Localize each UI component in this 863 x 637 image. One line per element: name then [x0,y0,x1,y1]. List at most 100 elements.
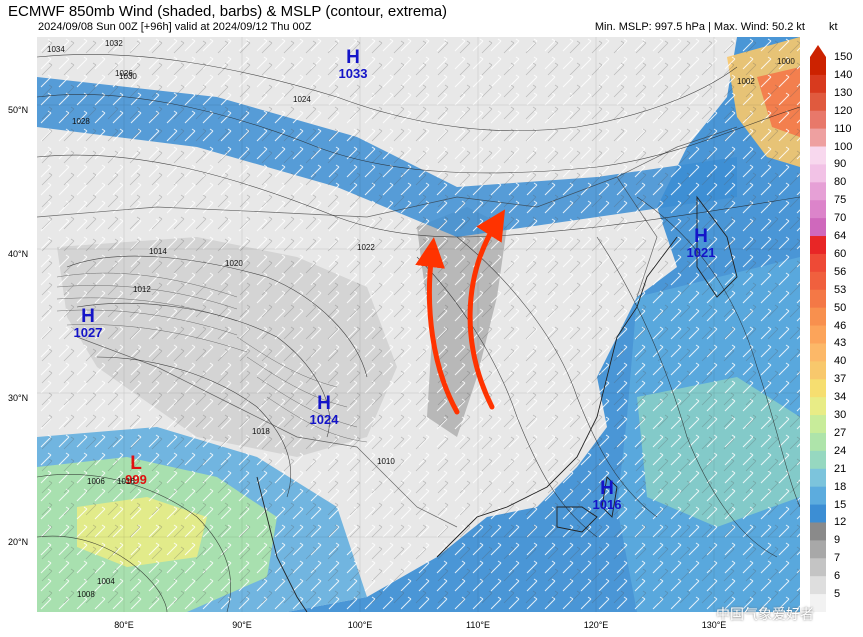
lat-label-50n: 50°N [8,105,29,115]
colorbar-segment [810,468,826,488]
map-canvas [37,37,800,612]
colorbar-tick-label: 15 [834,498,847,511]
colorbar-segment [810,307,826,327]
country-borders [37,126,738,528]
colorbar-segment [810,128,826,148]
coastline [256,195,738,612]
colorbar-segment [810,594,826,612]
weather-map: H 1033 H 1021 H 1027 H 1024 L 999 H 1016… [37,37,800,612]
chart-title: ECMWF 850mb Wind (shaded, barbs) & MSLP … [8,3,448,20]
colorbar-tick-label: 40 [834,355,847,368]
colorbar-tick-label: 21 [834,462,847,475]
colorbar-segment [810,110,826,130]
colorbar-tick-label: 90 [834,158,847,171]
isobar-label: 1028 [72,117,90,126]
colorbar-tick-label: 100 [834,140,853,153]
lon-label-100e: 100°E [347,620,373,630]
colorbar-segment [810,325,826,344]
lon-label-80e: 80°E [114,620,134,630]
colorbar-tick-label: 27 [834,426,847,439]
colorbar-tick-label: 7 [834,552,841,565]
colorbar-segment [810,432,826,452]
colorbar-segment [810,379,826,398]
lat-label-20n: 20°N [8,537,29,547]
colorbar-segment [810,74,826,94]
isobar-label: 1010 [377,457,395,466]
pressure-center-high-4: H 1024 [309,393,339,427]
colorbar-tick-label: 120 [834,104,853,117]
colorbar-tick-label: 140 [834,68,853,81]
colorbar-segment [810,504,826,523]
colorbar-segment [810,576,826,595]
pressure-center-high-2: H 1021 [686,226,716,260]
colorbar-tick-label: 12 [834,516,847,529]
colorbar-tick-label: 50 [834,301,847,314]
colorbar-tick-label: 34 [834,391,847,404]
isobar-label: 1022 [357,243,375,252]
isobar-label: 1016 [117,477,135,486]
colorbar-segment [810,415,826,434]
annotation-arrow-left [415,237,460,415]
lon-label-120e: 120°E [583,620,609,630]
colorbar-tick-label: 64 [834,230,847,243]
colorbar-segment [810,522,826,541]
run-info: 2024/09/08 Sun 00Z [+96h] valid at 2024/… [38,21,312,33]
isobar-label: 1002 [737,77,755,86]
lat-label-30n: 30°N [8,393,29,403]
colorbar-tick-label: 9 [834,534,841,547]
colorbar-segment [810,343,826,362]
watermark: 中国气象爱好者 [716,606,814,622]
colorbar-tick-label: 130 [834,86,853,99]
isobar-label: 1006 [87,477,105,486]
isobar-label: 1032 [105,39,123,48]
lon-label-110e: 110°E [466,620,490,630]
isobar-label: 1030 [119,72,137,81]
annotation-arrows [415,209,506,415]
colorbar-tick-label: 150 [834,51,853,63]
isobar-label: 1020 [225,259,243,268]
annotation-arrow-right [467,209,506,410]
pressure-center-low: L 999 [125,453,147,487]
isobar-label: 1018 [252,427,270,436]
colorbar-tick-label: 80 [834,176,847,189]
colorbar-tick-label: 56 [834,265,847,278]
graticule [37,37,800,612]
colorbar-segment [810,397,826,416]
colorbar-segment [810,271,826,291]
colorbar-segment [810,450,826,470]
colorbar-segment [810,558,826,577]
colorbar-unit: kt [829,21,838,33]
colorbar-tick-label: 70 [834,212,847,225]
colorbar-tick-label: 18 [834,480,847,493]
colorbar-tick-label: 30 [834,409,847,422]
colorbar-tick-label: 6 [834,570,841,583]
colorbar-segment [810,361,826,380]
colorbar [810,45,826,612]
lat-label-40n: 40°N [8,249,29,259]
colorbar-segment [810,486,826,506]
colorbar-tick-label: 110 [834,122,852,135]
colorbar-extend-arrow [810,45,826,57]
pressure-center-high-5: H 1016 [592,478,622,512]
lon-label-130e: 130°E [701,620,727,630]
isobar-label: 1008 [77,590,95,599]
colorbar-tick-label: 53 [834,283,847,296]
colorbar-segment [810,540,826,559]
colorbar-segment [810,236,826,255]
colorbar-tick-label: 75 [834,194,847,207]
isobar-label: 1000 [777,57,795,66]
pressure-center-high-1: H 1033 [338,47,368,81]
colorbar-segment [810,92,826,112]
isobars [37,54,800,612]
wind-barb-layer-land [37,37,800,612]
colorbar-segment [810,164,826,183]
isobar-label: 1024 [293,95,311,104]
colorbar-segment [810,182,826,201]
colorbar-tick-label: 37 [834,373,847,386]
pressure-center-high-3: H 1027 [73,306,103,340]
stats-info: Min. MSLP: 997.5 hPa | Max. Wind: 50.2 k… [594,21,805,33]
colorbar-segment [810,146,826,165]
lon-label-90e: 90°E [232,620,252,630]
colorbar-tick-label: 60 [834,247,847,260]
colorbar-tick-label: 24 [834,444,847,457]
